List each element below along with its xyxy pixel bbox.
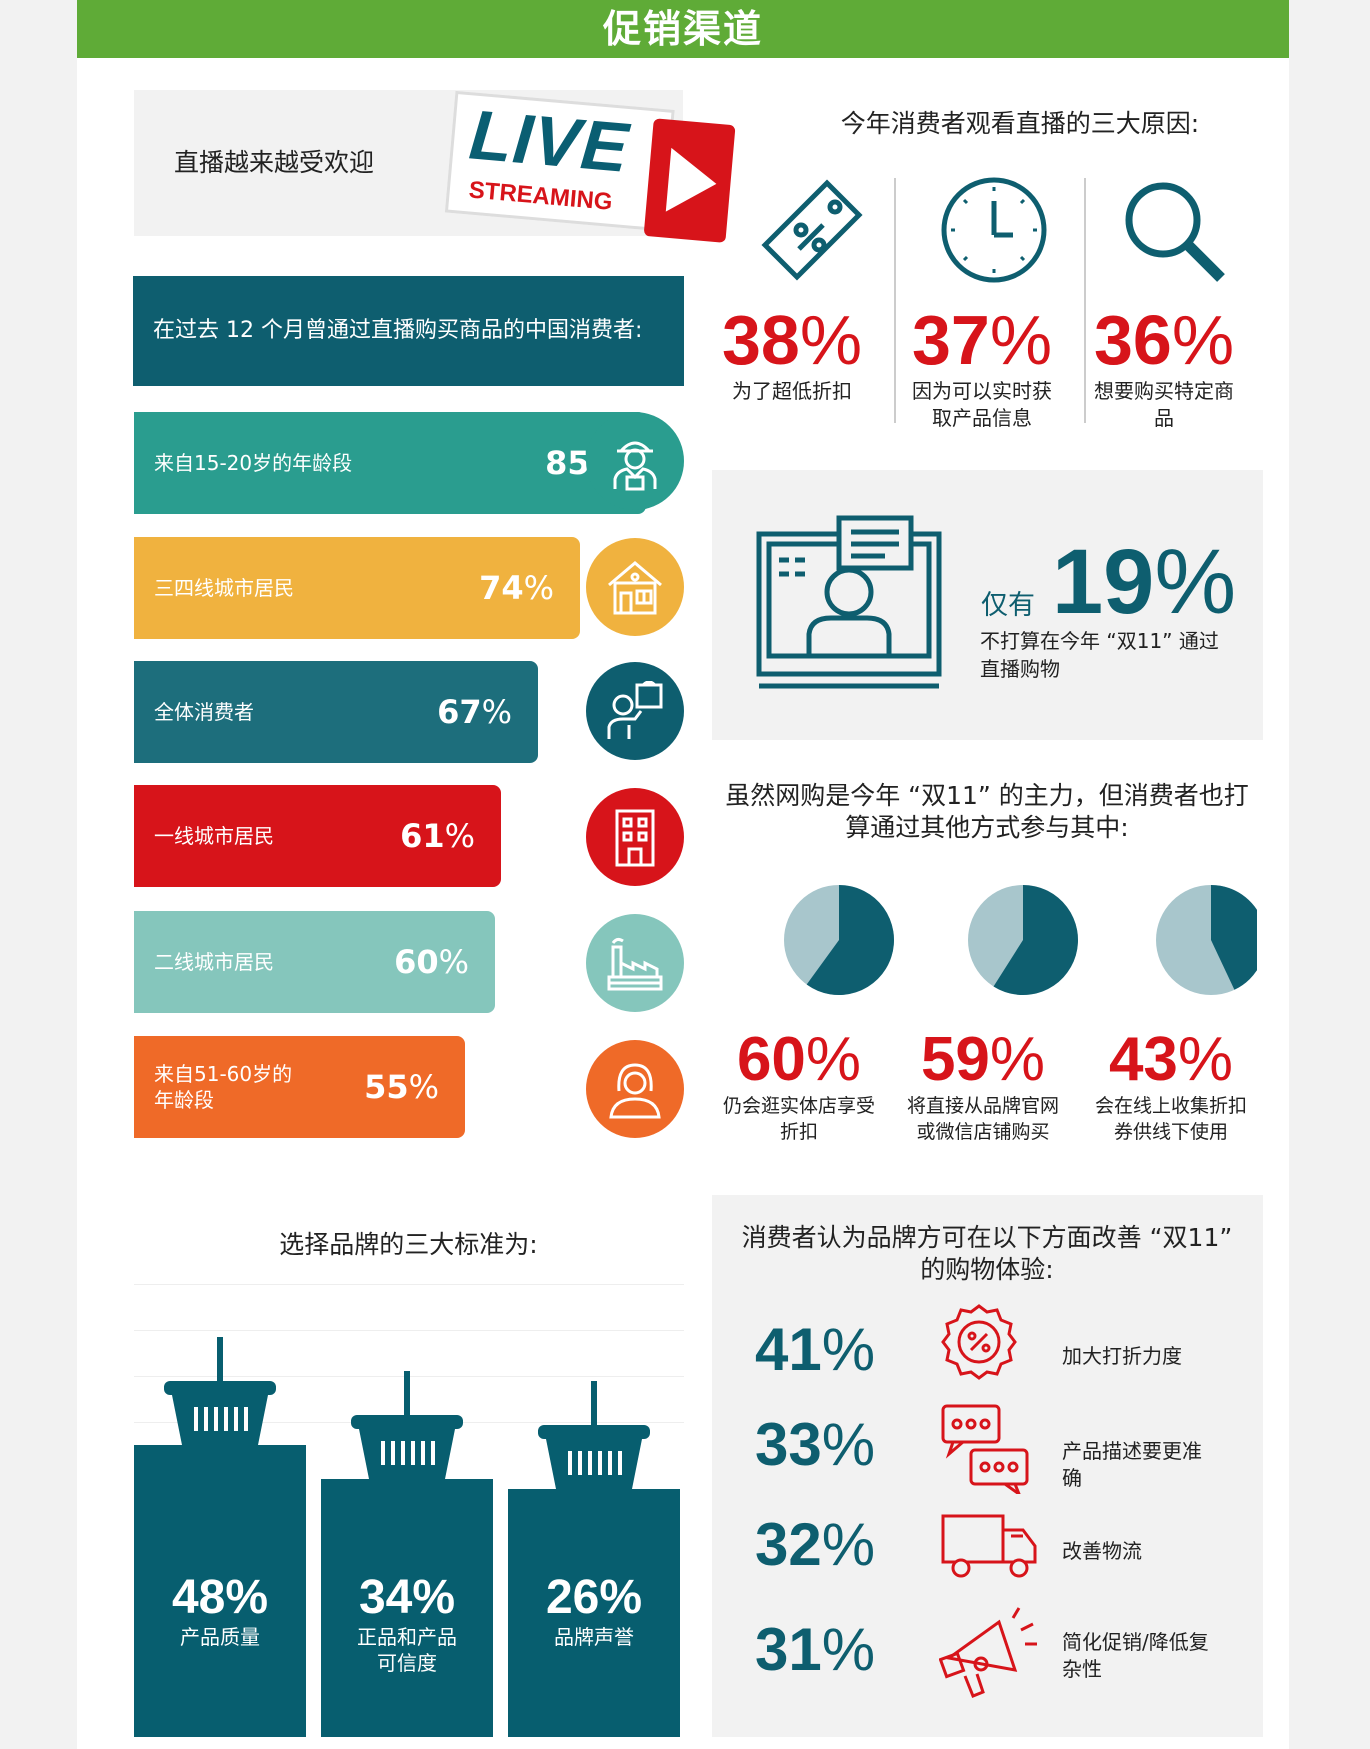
- delivery-person-icon: [586, 412, 684, 510]
- criteria-value: 26%: [545, 1571, 643, 1624]
- criteria-value: 34%: [358, 1571, 456, 1624]
- basket-icon: [162, 1337, 278, 1453]
- discount-badge-icon: [939, 1302, 1019, 1386]
- purchase-bar-label: 来自15-20岁的年龄段: [154, 451, 353, 475]
- search-icon: [1121, 178, 1231, 292]
- purchase-bar: 全体消费者 67%: [134, 661, 538, 763]
- purchase-bar-value: 60%: [394, 943, 469, 981]
- criteria-column: 48% 产品质量: [134, 1445, 306, 1737]
- purchase-bar: 二线城市居民 60%: [134, 911, 495, 1013]
- online-value: 60%: [736, 1025, 862, 1094]
- reason-value: 38%: [721, 301, 863, 379]
- stream-19-box: [712, 470, 1263, 740]
- reason-text: 为了超低折扣: [732, 379, 852, 403]
- improve-text: 产品描述要更准确: [1062, 1439, 1202, 1490]
- basket-icon: [536, 1381, 652, 1497]
- purchase-bar-value: 67%: [437, 693, 512, 731]
- improve-value: 41%: [755, 1316, 876, 1383]
- criteria-title: 选择品牌的三大标准为:: [279, 1230, 538, 1259]
- purchase-title: 在过去 12 个月曾通过直播购买商品的中国消费者:: [133, 276, 684, 386]
- house-icon: [586, 538, 684, 636]
- online-text: 会在线上收集折扣券供线下使用: [1094, 1095, 1247, 1143]
- criteria-text: 正品和产品可信度: [357, 1625, 457, 1675]
- criteria-value: 48%: [171, 1571, 269, 1624]
- improve-text: 简化促销/降低复杂性: [1062, 1630, 1209, 1681]
- divider: [894, 178, 896, 423]
- clock-icon: [939, 175, 1049, 289]
- online-text: 将直接从品牌官网或微信店铺购买: [906, 1095, 1059, 1143]
- purchase-bar-label: 一线城市居民: [154, 824, 274, 848]
- pie-slice: [806, 885, 894, 995]
- reason-item: 37% 因为可以实时获取产品信息: [892, 302, 1072, 432]
- reason-item: 38% 为了超低折扣: [702, 302, 882, 405]
- infographic-page: 促销渠道 直播越来越受欢迎 LIVE STREAMING 在过去 12 个月曾通…: [77, 0, 1289, 1749]
- page-header: 促销渠道: [77, 0, 1289, 58]
- reason-value: 37%: [911, 301, 1053, 379]
- criteria-text: 品牌声誉: [554, 1625, 634, 1649]
- reasons-title: 今年消费者观看直播的三大原因:: [840, 109, 1200, 138]
- pie-charts: [784, 885, 1257, 995]
- purchase-bar: 一线城市居民 61%: [134, 785, 501, 887]
- criteria-column: 26% 品牌声誉: [508, 1489, 680, 1737]
- improve-title: 消费者认为品牌方可在以下方面改善 “双11” 的购物体验:: [741, 1223, 1233, 1284]
- stream-19-text: 不打算在今年 “双11” 通过直播购物: [980, 629, 1219, 681]
- reason-text: 想要购买特定商品: [1094, 379, 1234, 430]
- factory-icon: [586, 914, 684, 1012]
- improve-value: 31%: [755, 1616, 876, 1683]
- improve-value: 32%: [755, 1511, 876, 1578]
- reason-item: 36% 想要购买特定商品: [1074, 302, 1254, 432]
- purchase-bar-value: 55%: [364, 1068, 439, 1106]
- discount-tag-icon: [751, 175, 867, 295]
- live-streaming-logo: LIVE STREAMING: [444, 90, 740, 252]
- online-item: 59% 将直接从品牌官网或微信店铺购买: [888, 1027, 1078, 1145]
- reason-value: 36%: [1093, 301, 1235, 379]
- improve-text: 改善物流: [1062, 1539, 1142, 1563]
- criteria-text: 产品质量: [180, 1625, 260, 1649]
- purchase-bar-label: 二线城市居民: [154, 950, 274, 974]
- purchase-bar: 来自51-60岁的年龄段 55%: [134, 1036, 465, 1138]
- pie-slice: [993, 885, 1078, 995]
- play-icon: [665, 147, 720, 216]
- live-word: LIVE: [466, 95, 633, 188]
- pie-slice: [1211, 885, 1257, 990]
- purchase-bar-label: 全体消费者: [154, 700, 254, 724]
- only-label: 仅有: [981, 590, 1035, 621]
- purchase-bar-label: 来自51-60岁的年龄段: [154, 1062, 293, 1112]
- reason-text: 因为可以实时获取产品信息: [912, 379, 1052, 430]
- live-banner-title: 直播越来越受欢迎: [174, 148, 375, 177]
- gridline: [134, 1284, 684, 1285]
- purchase-bar-label: 三四线城市居民: [154, 576, 294, 600]
- building-icon: [586, 788, 684, 886]
- purchase-bar-value: 61%: [400, 817, 475, 855]
- improve-text: 加大打折力度: [1062, 1344, 1182, 1368]
- online-text: 仍会逛实体店享受折扣: [722, 1095, 875, 1143]
- stream-19-value: 19%: [1052, 531, 1237, 633]
- purchase-bar-value: 74%: [479, 569, 554, 607]
- improve-value: 33%: [755, 1411, 876, 1478]
- shopper-icon: [586, 662, 684, 760]
- gridline: [134, 1330, 684, 1331]
- online-value: 59%: [920, 1025, 1046, 1094]
- purchase-bar: 三四线城市居民 74%: [134, 537, 580, 639]
- truck-icon: [939, 1512, 1039, 1584]
- woman-icon: [586, 1040, 684, 1138]
- criteria-column: 34% 正品和产品可信度: [321, 1479, 493, 1737]
- online-title: 虽然网购是今年 “双11” 的主力，但消费者也打算通过其他方式参与其中:: [725, 781, 1249, 842]
- monitor-chat-icon: [755, 514, 945, 698]
- chat-bubbles-icon: [939, 1402, 1031, 1499]
- divider: [1084, 178, 1086, 423]
- online-value: 43%: [1108, 1025, 1234, 1094]
- megaphone-icon: [938, 1604, 1039, 1708]
- basket-icon: [349, 1371, 465, 1487]
- online-item: 60% 仍会逛实体店享受折扣: [704, 1027, 894, 1145]
- online-item: 43% 会在线上收集折扣券供线下使用: [1076, 1027, 1266, 1145]
